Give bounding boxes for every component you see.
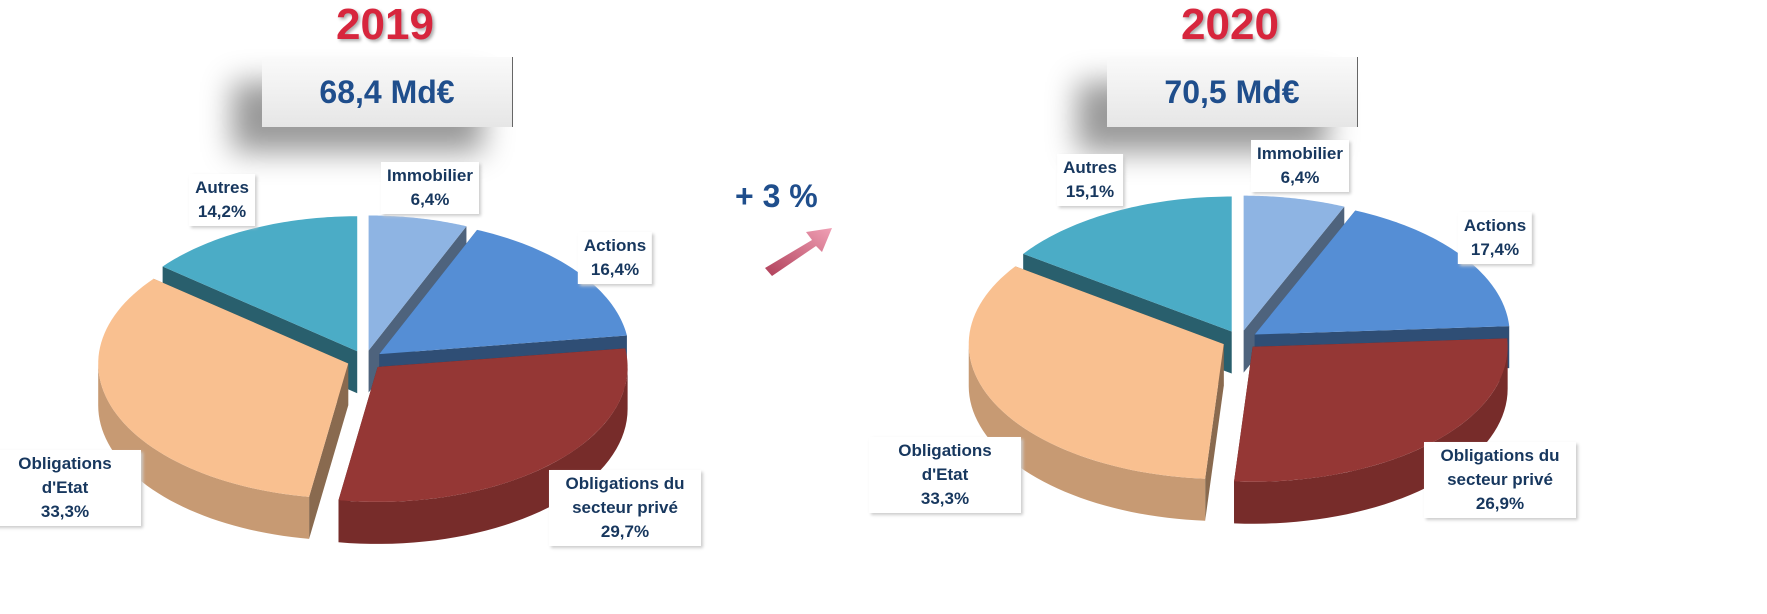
category-name: Autres: [1063, 158, 1117, 177]
value-label: 16,4%: [590, 260, 640, 279]
category-name: Obligations du secteur privé: [1440, 446, 1560, 489]
slice: [1023, 196, 1232, 332]
category-name: Obligations du secteur privé: [565, 474, 685, 517]
value-label: 26,9%: [1475, 494, 1525, 513]
slice-label: Autres 14,2%: [189, 174, 255, 226]
slice: [968, 266, 1224, 479]
slice-label: Actions 16,4%: [577, 232, 653, 284]
slice: [1254, 210, 1510, 335]
slice: [368, 215, 467, 351]
slice: [98, 278, 349, 497]
category-name: Actions: [1463, 216, 1527, 235]
category-name: Obligations d'Etat: [18, 454, 112, 497]
slice-label: Obligations d'Etat 33,3%: [0, 450, 141, 526]
value-label: 29,7%: [600, 522, 650, 541]
category-name: Actions: [583, 236, 647, 255]
slice-label: Obligations du secteur privé 29,7%: [549, 470, 701, 546]
category-name: Autres: [195, 178, 249, 197]
slice-label: Actions 17,4%: [1457, 212, 1533, 264]
category-name: Immobilier: [387, 166, 473, 185]
value-label: 17,4%: [1470, 240, 1520, 259]
growth-arrow: [765, 228, 832, 276]
chart-title: 2020: [1181, 0, 1279, 49]
slice: [379, 229, 627, 355]
value-label: 6,4%: [1280, 168, 1320, 187]
slice-side: [968, 344, 1206, 521]
value-label: 33,3%: [920, 489, 970, 508]
slice: [338, 348, 628, 502]
slice-wall: [1205, 344, 1224, 521]
slice: [162, 216, 358, 352]
slice: [1234, 338, 1508, 482]
chart-title: 2019: [336, 0, 434, 49]
slice: [1243, 195, 1345, 331]
slice-label: Immobilier 6,4%: [381, 162, 479, 214]
growth-annotation: + 3 %: [735, 178, 818, 214]
slice-label: Immobilier 6,4%: [1251, 140, 1349, 192]
value-label: 15,1%: [1065, 182, 1115, 201]
category-name: Immobilier: [1257, 144, 1343, 163]
slice-label: Autres 15,1%: [1057, 154, 1123, 206]
value-label: 6,4%: [410, 190, 450, 209]
value-label: 33,3%: [40, 502, 90, 521]
slice-label: Obligations d'Etat 33,3%: [869, 437, 1021, 513]
category-name: Obligations d'Etat: [898, 441, 992, 484]
slice-side: [98, 363, 310, 539]
total-box: 70,5 Md€: [1107, 57, 1358, 127]
total-box: 68,4 Md€: [262, 57, 513, 127]
slice-wall: [309, 363, 349, 539]
value-label: 14,2%: [197, 202, 247, 221]
slice-label: Obligations du secteur privé 26,9%: [1424, 442, 1576, 518]
